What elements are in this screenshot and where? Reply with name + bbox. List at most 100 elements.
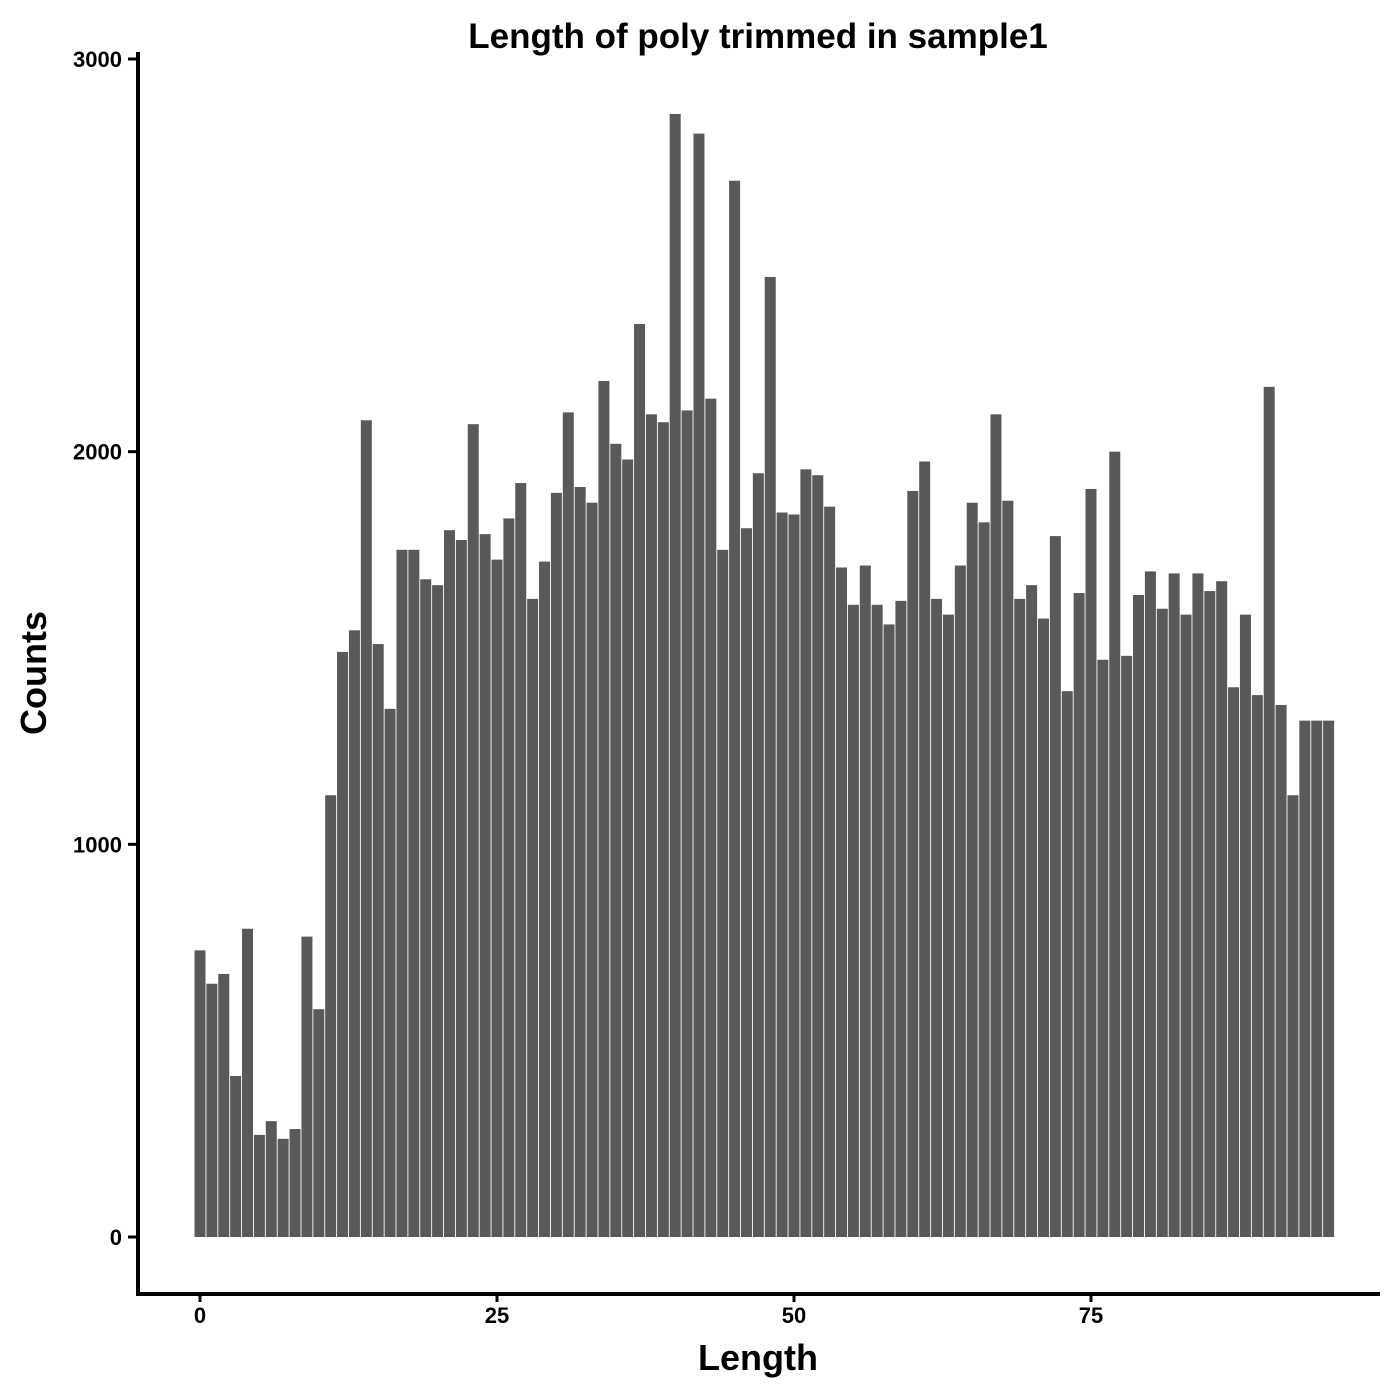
bar-14 — [360, 420, 372, 1237]
bar-41 — [681, 410, 693, 1237]
bar-95 — [1323, 720, 1335, 1237]
bar-68 — [1002, 500, 1014, 1237]
bar-94 — [1311, 720, 1323, 1237]
bar-26 — [503, 518, 515, 1237]
bar-37 — [634, 324, 646, 1237]
bar-72 — [1049, 536, 1061, 1237]
bar-43 — [705, 398, 717, 1237]
bar-4 — [242, 928, 254, 1237]
bar-50 — [788, 514, 800, 1237]
bar-8 — [289, 1129, 301, 1237]
bar-15 — [372, 644, 384, 1237]
bar-77 — [1109, 451, 1121, 1237]
bar-38 — [645, 414, 657, 1237]
bar-49 — [776, 512, 788, 1237]
bar-84 — [1192, 573, 1204, 1237]
bar-56 — [859, 565, 871, 1237]
x-axis-ticks: 0 25 50 75 — [194, 1294, 1103, 1328]
bar-45 — [729, 180, 741, 1238]
bar-48 — [764, 276, 776, 1237]
bar-60 — [907, 490, 919, 1237]
y-axis-title: Counts — [13, 611, 54, 735]
bar-70 — [1026, 585, 1038, 1237]
bar-0 — [194, 950, 206, 1237]
bar-11 — [325, 795, 337, 1237]
bar-24 — [479, 534, 491, 1237]
bar-20 — [432, 585, 444, 1237]
bar-66 — [978, 522, 990, 1237]
bar-71 — [1037, 618, 1049, 1237]
bar-80 — [1144, 571, 1156, 1237]
bar-10 — [313, 1009, 325, 1237]
bar-6 — [265, 1121, 277, 1237]
y-tick-label: 3000 — [73, 47, 122, 72]
x-tick-label: 75 — [1079, 1303, 1103, 1328]
bar-19 — [420, 579, 432, 1237]
bar-81 — [1156, 608, 1168, 1237]
bar-75 — [1085, 488, 1097, 1238]
bar-79 — [1133, 594, 1145, 1237]
bar-36 — [622, 459, 634, 1237]
bar-67 — [990, 414, 1002, 1237]
bar-61 — [919, 461, 931, 1238]
y-axis-ticks: 0 1000 2000 3000 — [73, 47, 138, 1250]
bar-73 — [1061, 691, 1073, 1237]
y-tick-label: 1000 — [73, 832, 122, 857]
bar-34 — [598, 380, 610, 1238]
x-tick-label: 25 — [485, 1303, 509, 1328]
bar-83 — [1180, 614, 1192, 1237]
bar-47 — [752, 473, 764, 1237]
bars-group — [194, 113, 1335, 1238]
bar-7 — [277, 1138, 289, 1237]
bar-89 — [1251, 695, 1263, 1237]
bar-54 — [836, 567, 848, 1237]
bar-9 — [301, 936, 313, 1237]
bar-46 — [740, 528, 752, 1237]
bar-16 — [384, 708, 396, 1237]
bar-12 — [337, 651, 349, 1237]
bar-5 — [253, 1134, 265, 1237]
bar-22 — [455, 540, 467, 1237]
bar-90 — [1263, 386, 1275, 1237]
bar-17 — [396, 549, 408, 1237]
bar-76 — [1097, 659, 1109, 1237]
bar-85 — [1204, 591, 1216, 1237]
bar-78 — [1121, 655, 1133, 1237]
bar-62 — [931, 598, 943, 1237]
bar-93 — [1299, 720, 1311, 1237]
bar-88 — [1239, 614, 1251, 1237]
x-axis-title: Length — [698, 1337, 818, 1378]
bar-44 — [717, 549, 729, 1237]
bar-82 — [1168, 573, 1180, 1237]
bar-13 — [348, 630, 360, 1237]
bar-29 — [539, 561, 551, 1237]
bar-21 — [443, 530, 455, 1237]
bar-33 — [586, 502, 598, 1238]
bar-31 — [562, 412, 574, 1237]
bar-2 — [218, 973, 230, 1237]
bar-69 — [1014, 598, 1026, 1237]
bar-57 — [871, 604, 883, 1237]
bar-65 — [966, 502, 978, 1238]
x-tick-label: 0 — [194, 1303, 206, 1328]
x-tick-label: 50 — [782, 1303, 806, 1328]
bar-32 — [574, 487, 586, 1237]
bar-58 — [883, 624, 895, 1237]
bar-40 — [669, 113, 681, 1238]
bar-63 — [942, 614, 954, 1237]
bar-18 — [408, 549, 420, 1237]
bar-23 — [467, 424, 479, 1237]
bar-30 — [550, 492, 562, 1237]
bar-87 — [1228, 687, 1240, 1237]
bar-39 — [657, 422, 669, 1238]
bar-55 — [847, 604, 859, 1237]
bar-59 — [895, 600, 907, 1237]
chart-title: Length of poly trimmed in sample1 — [468, 17, 1048, 56]
bar-35 — [610, 443, 622, 1237]
bar-53 — [824, 506, 836, 1237]
bar-92 — [1287, 795, 1299, 1237]
bar-64 — [954, 565, 966, 1237]
bar-91 — [1275, 704, 1287, 1237]
y-tick-label: 0 — [110, 1225, 122, 1250]
